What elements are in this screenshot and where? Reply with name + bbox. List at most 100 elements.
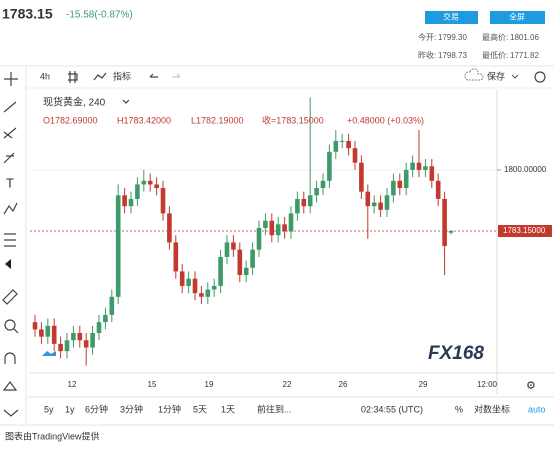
candle-body: [333, 140, 339, 152]
save[interactable]: 保存: [487, 70, 505, 81]
candle-body: [173, 242, 179, 272]
indicators[interactable]: 指标: [113, 70, 131, 81]
candle-body: [359, 162, 364, 192]
candle-body: [90, 333, 95, 348]
stat-value: 1799.30: [438, 33, 467, 42]
candle-body: [250, 249, 255, 268]
candle-body: [416, 162, 422, 170]
candle-body: [192, 278, 198, 294]
x-tick-label: 22: [283, 380, 292, 389]
candle-body: [77, 333, 83, 341]
left-toolbar[interactable]: T: [2, 72, 19, 417]
symbol-menu[interactable]: [122, 99, 130, 104]
candle-body: [256, 227, 262, 250]
candle-body: [352, 148, 358, 163]
candle-body: [160, 188, 166, 214]
candle-body: [205, 289, 211, 297]
candle-body: [339, 140, 345, 142]
trade-button[interactable]: [425, 11, 478, 24]
trade-label[interactable]: 交易: [443, 12, 459, 22]
candle-body: [275, 224, 281, 236]
stat-label: 昨收:: [418, 50, 436, 60]
candle-body: [237, 249, 243, 276]
candle-body: [64, 340, 70, 352]
candle-body: [141, 180, 147, 185]
price: 1783.15: [2, 6, 53, 22]
range-button[interactable]: 5y: [44, 404, 54, 414]
indicator-icon[interactable]: [93, 72, 107, 81]
cloud-icon[interactable]: [464, 68, 484, 81]
legend-change: +0.48000 (+0.03%): [347, 115, 424, 125]
candle-body: [83, 340, 89, 348]
candle-body: [39, 329, 44, 337]
candle-body: [391, 180, 396, 196]
bottom-log[interactable]: 对数坐标: [474, 403, 510, 414]
range-button[interactable]: 1天: [221, 404, 235, 414]
candle-body: [199, 293, 204, 297]
x-tick-label: 12: [68, 380, 77, 389]
candle-body: [429, 166, 435, 181]
x-tick-label: 19: [205, 380, 214, 389]
candle-body: [51, 325, 57, 344]
candle-body: [224, 242, 230, 257]
interval[interactable]: 4h: [40, 71, 50, 81]
range-button[interactable]: 1y: [65, 404, 75, 414]
range-button[interactable]: 5天: [193, 404, 207, 414]
candle-body: [365, 191, 371, 207]
range-button[interactable]: 1分钟: [158, 403, 181, 414]
stat-label: 最低价:: [482, 50, 508, 60]
symbol: 现货黄金, 240: [43, 96, 106, 109]
candle-body: [423, 166, 428, 170]
fullscreen-label[interactable]: 全屏: [509, 12, 525, 22]
candle-body: [96, 322, 102, 334]
legend-close: 收=1783.15000: [262, 114, 324, 125]
candle-body: [371, 202, 377, 207]
candle-body: [218, 256, 223, 286]
bottom-time[interactable]: 02:34:55 (UTC): [361, 404, 423, 414]
candle-body: [231, 242, 236, 250]
settings[interactable]: [534, 71, 546, 83]
footer: 图表由TradingView提供: [5, 430, 100, 441]
candle-body: [128, 198, 134, 207]
candle-body: [442, 198, 447, 247]
bottom-auto[interactable]: auto: [528, 404, 546, 414]
range-button[interactable]: 6分钟: [85, 403, 108, 414]
candle-body: [288, 213, 294, 232]
fullscreen-button[interactable]: [490, 11, 545, 24]
candle-body: [403, 169, 409, 189]
candle-body: [109, 296, 115, 315]
chart-type-icon[interactable]: [68, 71, 78, 83]
stat-value: 1771.82: [510, 51, 539, 60]
bottom-goto[interactable]: 前往到...: [257, 403, 292, 414]
save-menu[interactable]: [511, 74, 519, 79]
candle-body: [58, 343, 63, 352]
legend-open: O1782.69000: [43, 115, 98, 125]
last-price-label: 1783.15000: [503, 226, 546, 235]
undo[interactable]: [149, 73, 158, 78]
candle-body: [435, 180, 441, 199]
bottom-percent[interactable]: %: [455, 404, 463, 414]
x-tick-label: 15: [148, 380, 157, 389]
candles: 1800.00000 1783.15000 12 15 19 22 26 29 12:00: [30, 97, 552, 389]
bottom-bar: 5y 1y 6分钟 3分钟 1分钟 5天 1天 前往到... 02:34:55 (UTC)% 对数…: [44, 403, 546, 414]
ohlc-legend: O1782.69000 H1783.42000 L1782.19000 收=1783.…: [43, 114, 424, 125]
axis-settings[interactable]: ⚙: [526, 380, 536, 392]
candle-body: [410, 162, 415, 170]
range-button[interactable]: 3分钟: [120, 403, 143, 414]
candle-body: [307, 195, 313, 207]
candle-body: [45, 325, 51, 337]
candle-body: [314, 188, 319, 196]
candle-body: [378, 202, 383, 210]
redo[interactable]: [172, 73, 181, 78]
x-tick-label: 29: [419, 380, 428, 389]
candle-body: [186, 278, 191, 286]
legend-low: L1782.19000: [191, 115, 244, 125]
candle-body: [263, 220, 268, 228]
candle-body: [243, 267, 249, 276]
candle-body: [384, 195, 390, 210]
candle-body: [167, 213, 172, 243]
candle-body: [32, 322, 38, 330]
tv-logo: [42, 351, 56, 356]
candle-body: [295, 198, 300, 214]
